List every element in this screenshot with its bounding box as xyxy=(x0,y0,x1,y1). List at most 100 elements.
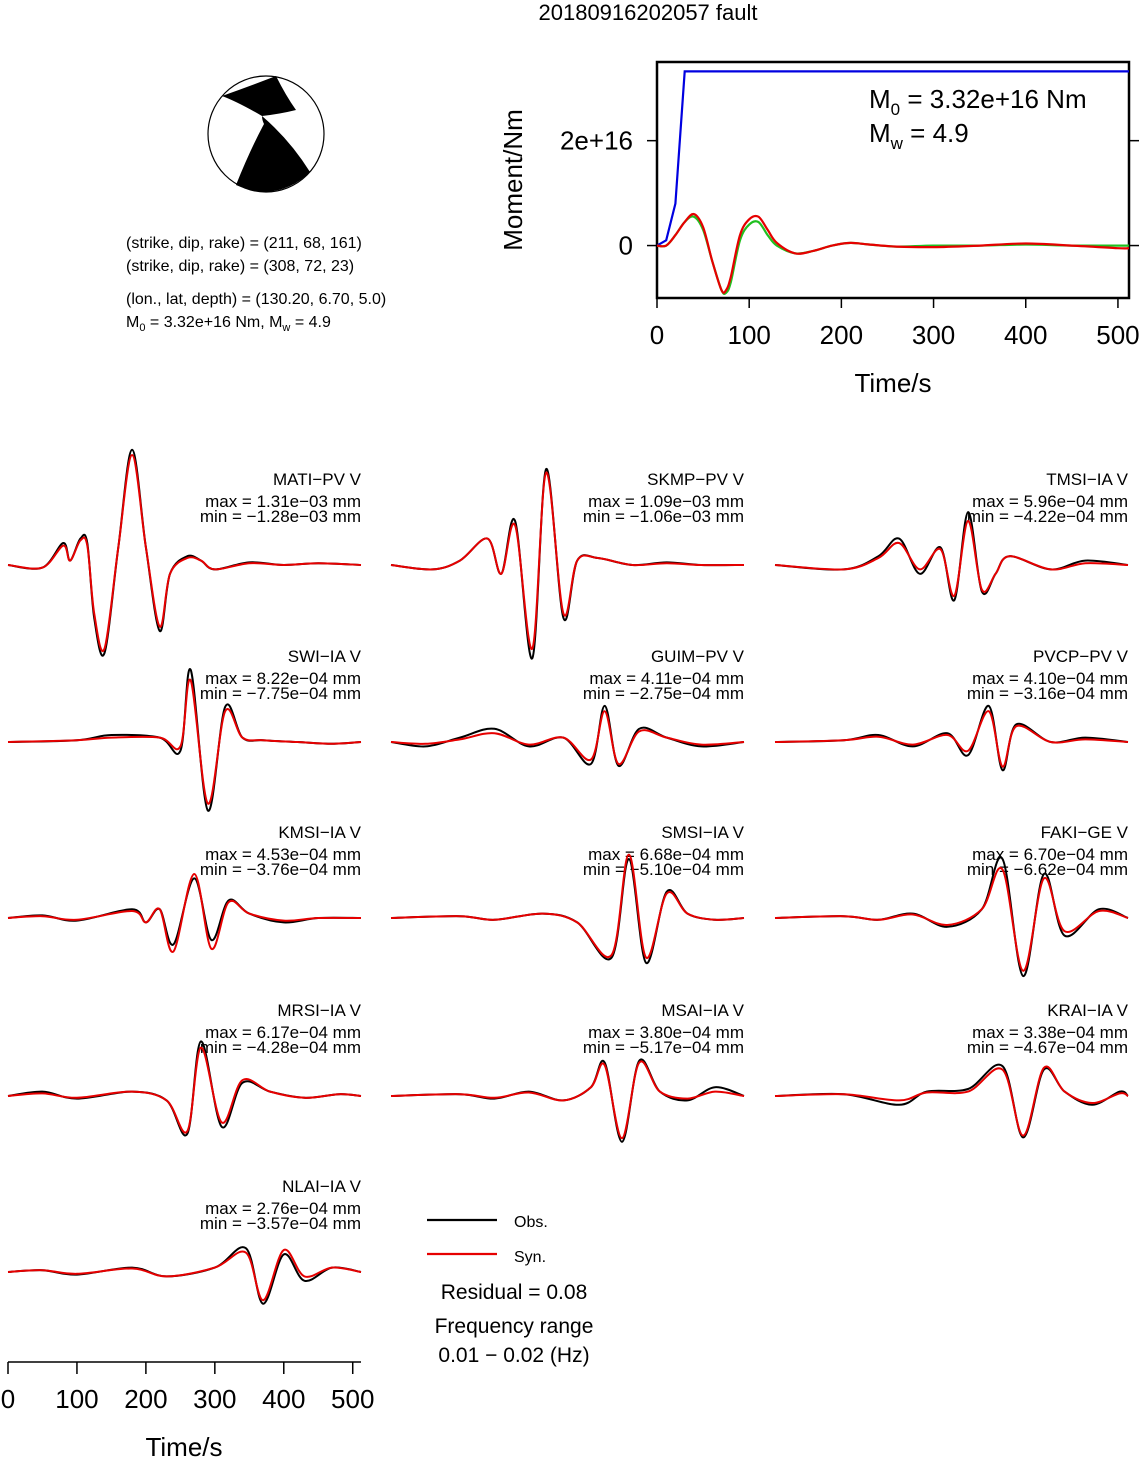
observed-trace xyxy=(390,704,745,767)
moment-series-1 xyxy=(656,215,1130,296)
params-line-3: (lon., lat, depth) = (130.20, 6.70, 5.0) xyxy=(126,291,386,308)
station-name: SMSI−IA V xyxy=(661,823,744,842)
legend: Obs. Syn. Residual = 0.08 Frequency rang… xyxy=(427,1214,593,1367)
station-name: FAKI−GE V xyxy=(1041,823,1129,842)
synthetic-trace xyxy=(7,872,362,953)
moment-x-tick-label: 400 xyxy=(1004,320,1047,350)
station-name: SWI−IA V xyxy=(288,647,362,666)
station-min: min = −4.67e−04 mm xyxy=(967,1038,1128,1057)
synthetic-trace xyxy=(774,866,1129,972)
station-max: max = 2.76e−04 mm xyxy=(205,1199,361,1218)
station-min: min = −5.17e−04 mm xyxy=(583,1038,744,1057)
moment-m0-annotation: M0 = 3.32e+16 Nm xyxy=(869,84,1087,119)
moment-y-tick-label: 2e+16 xyxy=(560,126,633,156)
moment-x-tick-label: 0 xyxy=(650,320,664,350)
station-max: max = 4.53e−04 mm xyxy=(205,845,361,864)
station-max: max = 3.38e−04 mm xyxy=(972,1023,1128,1042)
moment-x-tick-label: 200 xyxy=(820,320,863,350)
synthetic-trace xyxy=(774,710,1129,768)
synthetic-trace xyxy=(774,1065,1129,1137)
synthetic-trace xyxy=(7,453,362,652)
station-min: min = −1.06e−03 mm xyxy=(583,507,744,526)
station-name: TMSI−IA V xyxy=(1046,470,1128,489)
waveform-x-tick-label: 400 xyxy=(262,1384,305,1414)
station-max: max = 4.11e−04 mm xyxy=(589,669,744,688)
waveform-x-tick-label: 200 xyxy=(124,1384,167,1414)
station-min: min = −5.10e−04 mm xyxy=(583,860,744,879)
synthetic-trace xyxy=(390,853,745,959)
station-max: max = 3.80e−04 mm xyxy=(588,1023,744,1042)
observed-trace xyxy=(774,1063,1129,1139)
synthetic-trace xyxy=(390,1060,745,1140)
station-max: max = 1.09e−03 mm xyxy=(588,492,744,511)
moment-rate-plot: 0 100 200 300 400 500 0 2e+16 Moment/Nm Time/s… xyxy=(498,60,1140,398)
synthetic-trace xyxy=(774,519,1129,597)
params-line-1: (strike, dip, rake) = (211, 68, 161) xyxy=(126,235,362,252)
station-name: KMSI−IA V xyxy=(278,823,361,842)
waveform-time-axis: Time/s 0 100 200 300 400 500 xyxy=(1,1361,374,1458)
focal-mechanism-beachball xyxy=(207,75,325,193)
moment-x-tick-label: 500 xyxy=(1096,320,1139,350)
moment-series-2 xyxy=(656,212,1130,294)
synthetic-trace xyxy=(390,710,745,766)
moment-plot-x-label: Time/s xyxy=(854,368,931,398)
station-name: NLAI−IA V xyxy=(282,1177,362,1196)
synthetic-trace xyxy=(7,1046,362,1134)
station-min: min = −3.76e−04 mm xyxy=(200,860,361,879)
station-name: MRSI−IA V xyxy=(277,1001,361,1020)
moment-x-tick-label: 300 xyxy=(912,320,955,350)
moment-x-tick-label: 100 xyxy=(727,320,770,350)
station-max: max = 8.22e−04 mm xyxy=(205,669,361,688)
station-name: MSAI−IA V xyxy=(661,1001,744,1020)
synthetic-trace xyxy=(7,1248,362,1302)
station-min: min = −1.28e−03 mm xyxy=(200,507,361,526)
figure-title: 20180916202057 fault xyxy=(539,0,758,25)
legend-obs-label: Obs. xyxy=(514,1214,548,1231)
station-min: min = −7.75e−04 mm xyxy=(200,684,361,703)
waveform-x-tick-label: 300 xyxy=(193,1384,236,1414)
station-name: GUIM−PV V xyxy=(651,647,745,666)
frequency-range-value: 0.01 − 0.02 (Hz) xyxy=(438,1344,589,1367)
station-name: KRAI−IA V xyxy=(1047,1001,1128,1020)
moment-plot-y-label: Moment/Nm xyxy=(498,109,528,251)
moment-plot-frame xyxy=(655,60,1131,300)
waveform-x-tick-label: 500 xyxy=(331,1384,374,1414)
params-line-2: (strike, dip, rake) = (308, 72, 23) xyxy=(126,258,354,275)
station-min: min = −2.75e−04 mm xyxy=(583,684,744,703)
station-min: min = −3.57e−04 mm xyxy=(200,1214,361,1233)
waveform-x-label: Time/s xyxy=(145,1432,222,1458)
source-parameters: (strike, dip, rake) = (211, 68, 161) (st… xyxy=(126,235,386,334)
moment-y-tick-label: 0 xyxy=(619,231,633,261)
station-max: max = 4.10e−04 mm xyxy=(972,669,1128,688)
synthetic-trace xyxy=(7,678,362,805)
frequency-range-title: Frequency range xyxy=(435,1315,594,1338)
station-name: SKMP−PV V xyxy=(647,470,745,489)
station-max: max = 6.17e−04 mm xyxy=(205,1023,361,1042)
station-min: min = −4.22e−04 mm xyxy=(967,507,1128,526)
params-line-4: M0 = 3.32e+16 Nm, Mw = 4.9 xyxy=(126,314,331,334)
station-name: PVCP−PV V xyxy=(1033,647,1129,666)
station-max: max = 6.70e−04 mm xyxy=(972,845,1128,864)
synthetic-trace xyxy=(390,471,745,650)
moment-series-0 xyxy=(656,70,1129,247)
legend-syn-label: Syn. xyxy=(514,1249,546,1266)
station-min: min = −4.28e−04 mm xyxy=(200,1038,361,1057)
station-min: min = −3.16e−04 mm xyxy=(967,684,1128,703)
station-max: max = 1.31e−03 mm xyxy=(205,492,361,511)
observed-trace xyxy=(7,877,362,946)
